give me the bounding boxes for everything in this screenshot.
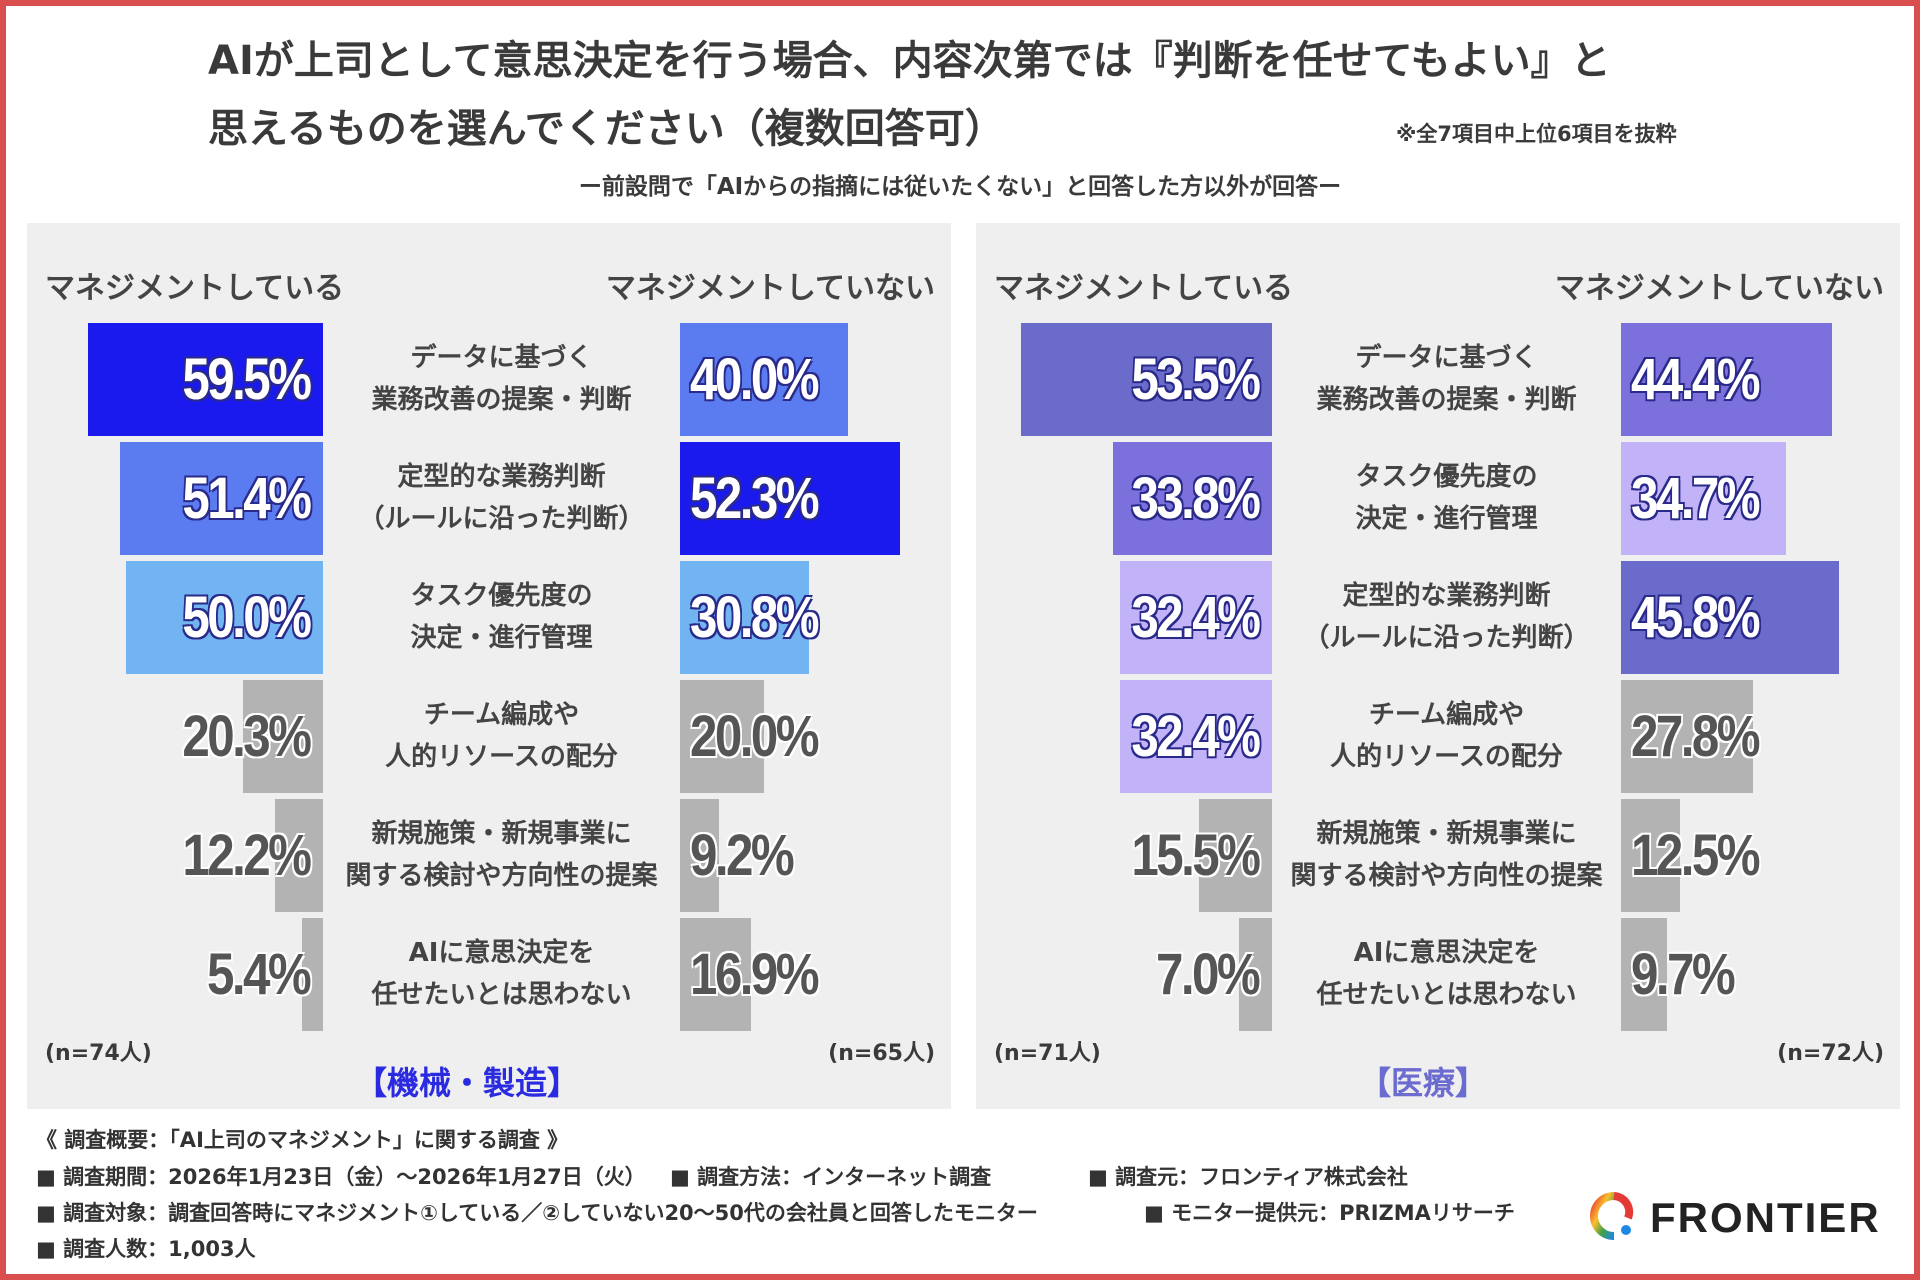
bar-not-managing [680,918,751,1031]
header-not-managing: マネジメントしていない [605,271,935,306]
bar-not-managing [680,799,719,912]
category-label: チーム編成や 人的リソースの配分 [1330,699,1563,772]
bar-not-managing [680,680,764,793]
footer-period: ■ 調査期間：2026年1月23日（金）～2026年1月27日（火） [36,1165,646,1189]
category-label: AIに意思決定を 任せたいとは思わない [1316,937,1577,1010]
panel-medical: マネジメントしている マネジメントしていない 53.5% 44.4% データに基づく 業… [976,223,1900,1109]
bar-not-managing [1621,442,1786,555]
category-label: 新規施策・新規事業に 関する検討や方向性の提案 [345,818,658,891]
bar-managing [301,918,323,1031]
industry-label: 【機械・製造】 [354,1064,579,1102]
value-not-managing: 45.8% [1631,585,1761,650]
bar-managing [87,323,323,436]
bar-managing [274,799,323,912]
bar-not-managing [1621,799,1681,912]
n-managing: (n=71人) [994,1041,1101,1066]
category-label: データに基づく 業務改善の提案・判断 [1316,342,1577,415]
footer-org: ■ 調査元：フロンティア株式会社 [1088,1165,1408,1189]
value-managing: 20.3% [181,704,312,769]
value-managing: 53.5% [1130,347,1261,412]
bar-not-managing [680,323,848,436]
industry-label: 【医療】 [1358,1064,1487,1102]
subtitle: ー前設問で「AIからの指摘には従いたくない」と回答した方以外が回答ー [578,174,1342,200]
header-managing: マネジメントしている [994,271,1294,306]
panel-manufacturing: マネジメントしている マネジメントしていない 59.5% 40.0% データに基づく 業… [27,223,951,1109]
value-managing: 7.0% [1155,942,1261,1007]
category-label: 定型的な業務判断 （ルールに沿った判断） [1303,580,1590,653]
bar-not-managing [1621,561,1839,674]
value-managing: 51.4% [181,466,312,531]
value-not-managing: 27.8% [1631,704,1761,769]
header-not-managing: マネジメントしていない [1554,271,1884,306]
category-label: 定型的な業務判断 （ルールに沿った判断） [358,461,645,534]
footer-method: ■ 調査方法：インターネット調査 [670,1165,992,1189]
value-not-managing: 34.7% [1631,466,1761,531]
logo-text: FRONTIER [1650,1194,1881,1241]
header-managing: マネジメントしている [45,271,345,306]
category-label: チーム編成や 人的リソースの配分 [385,699,618,772]
value-not-managing: 44.4% [1631,347,1761,412]
bar-managing [242,680,323,793]
value-not-managing: 20.0% [690,704,820,769]
category-label: データに基づく 業務改善の提案・判断 [371,342,632,415]
bar-managing [1239,918,1272,1031]
value-managing: 5.4% [206,942,312,1007]
category-label: 新規施策・新規事業に 関する検討や方向性の提案 [1290,818,1603,891]
bar-not-managing [680,561,810,674]
logo-mark-icon [1590,1192,1634,1240]
bar-managing [1199,799,1272,912]
bar-not-managing [680,442,900,555]
bar-managing [1113,442,1272,555]
chart-title-line2: 思えるものを選んでください（複数回答可） [208,106,1005,152]
frontier-logo: FRONTIER [1586,1190,1881,1246]
footer-count: ■ 調査人数：1,003人 [36,1237,256,1261]
value-not-managing: 40.0% [690,347,820,412]
bar-managing [1119,680,1272,793]
category-label: タスク優先度の 決定・進行管理 [410,580,593,653]
bar-not-managing [1621,918,1668,1031]
bar-managing [1020,323,1272,436]
n-not-managing: (n=65人) [828,1041,935,1066]
value-not-managing: 9.2% [690,823,795,888]
value-managing: 33.8% [1130,466,1261,531]
category-label: タスク優先度の 決定・進行管理 [1355,461,1538,534]
bar-managing [119,442,323,555]
category-label: AIに意思決定を 任せたいとは思わない [371,937,632,1010]
value-not-managing: 9.7% [1631,942,1736,1007]
n-managing: (n=74人) [45,1041,152,1066]
value-managing: 12.2% [181,823,312,888]
value-managing: 50.0% [181,585,312,650]
n-not-managing: (n=72人) [1777,1041,1884,1066]
value-managing: 32.4% [1130,704,1261,769]
bar-managing [125,561,323,674]
note: ※全7項目中上位6項目を抜粋 [1396,122,1677,146]
chart-title-line1: AIが上司として意思決定を行う場合、内容次第では『判断を任せてもよい』と [208,38,1611,84]
bar-managing [1119,561,1272,674]
value-managing: 59.5% [181,347,312,412]
value-not-managing: 12.5% [1631,823,1761,888]
bar-not-managing [1621,323,1832,436]
value-managing: 15.5% [1130,823,1261,888]
value-managing: 32.4% [1130,585,1261,650]
footer-target: ■ 調査対象：調査回答時にマネジメント①している／②していない20～50代の会社… [36,1201,1038,1225]
bar-not-managing [1621,680,1754,793]
value-not-managing: 52.3% [690,466,820,531]
value-not-managing: 30.8% [690,585,820,650]
footer-heading: 《 調査概要：「AI上司のマネジメント」に関する調査 》 [36,1128,569,1152]
footer-provider: ■ モニター提供元：PRIZMAリサーチ [1144,1201,1515,1225]
value-not-managing: 16.9% [690,942,820,1007]
